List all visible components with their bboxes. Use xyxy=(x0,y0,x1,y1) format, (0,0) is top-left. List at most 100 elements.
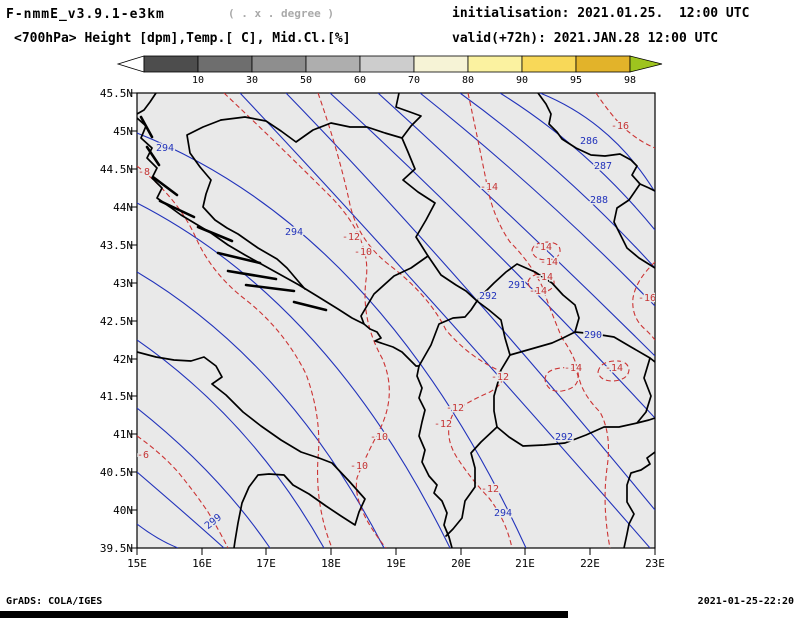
lat-tick-label: 45N xyxy=(113,125,133,138)
height-contour-label: 290 xyxy=(584,330,602,341)
lat-tick-label: 42N xyxy=(113,353,133,366)
lat-axis-ticks xyxy=(130,92,137,549)
colorbar-tick: 50 xyxy=(300,75,312,86)
lat-tick-label: 44N xyxy=(113,201,133,214)
temp-contour-label: -14 xyxy=(529,286,547,297)
lon-tick-label: 21E xyxy=(515,557,535,570)
valid-time-label: valid(+72h): 2021.JAN.28 12:00 UTC xyxy=(452,31,718,46)
init-time-label: initialisation: 2021.01.25. 12:00 UTC xyxy=(452,6,749,21)
temp-contour-label: -10 xyxy=(350,461,368,472)
lon-tick-label: 17E xyxy=(256,557,276,570)
colorbar-underflow-arrow-icon xyxy=(116,55,145,73)
temp-contour-label: -14 xyxy=(564,363,582,374)
height-contour-label: 286 xyxy=(580,136,598,147)
italy-coastline xyxy=(137,351,366,548)
model-title: F-nmmE_v3.9.1-e3km xyxy=(6,7,165,22)
colorbar-cell xyxy=(575,55,631,73)
lat-tick-label: 45.5N xyxy=(100,87,133,100)
temp-contour-label: -12 xyxy=(342,232,360,243)
lon-tick-label: 16E xyxy=(192,557,212,570)
colorbar-tick: 90 xyxy=(516,75,528,86)
height-contour-label: 294 xyxy=(285,227,303,238)
lon-tick-label: 20E xyxy=(451,557,471,570)
height-contour-label: 287 xyxy=(594,161,612,172)
height-contour-label: 291 xyxy=(508,280,526,291)
albania-greece-border xyxy=(445,426,498,537)
temp-contour-label: -12 xyxy=(434,419,452,430)
lon-axis-labels: 15E 16E 17E 18E 19E 20E 21E 22E 23E xyxy=(127,557,665,570)
lon-tick-label: 19E xyxy=(386,557,406,570)
kosovo-border xyxy=(476,263,580,356)
bottom-bar xyxy=(0,611,568,618)
croatia-bosnia-west-border xyxy=(186,119,306,290)
lon-tick-label: 18E xyxy=(321,557,341,570)
bosnia-north-east-border xyxy=(220,116,436,325)
colorbar-cell xyxy=(413,55,469,73)
serbia-bulgaria-border xyxy=(613,183,655,269)
croatia-serbia-border xyxy=(395,93,422,139)
colorbar-cell xyxy=(467,55,523,73)
temp-contour-label: -12 xyxy=(491,372,509,383)
serbia-romania-border xyxy=(537,93,655,192)
lat-tick-label: 40.5N xyxy=(100,466,133,479)
montenegro-serbia-border xyxy=(427,255,478,302)
lat-tick-label: 43N xyxy=(113,277,133,290)
slovenia-croatia-border xyxy=(137,93,157,115)
height-contour-label: 292 xyxy=(479,291,497,302)
colorbar-cell xyxy=(521,55,577,73)
temp-contour-label: -14 xyxy=(605,363,623,374)
temp-contour-label: -16 xyxy=(611,121,629,132)
temp-contour-label: -16 xyxy=(638,293,656,304)
lat-tick-label: 41.5N xyxy=(100,390,133,403)
lat-tick-label: 40N xyxy=(113,504,133,517)
colorbar-tick: 95 xyxy=(570,75,582,86)
albania-north-border xyxy=(418,300,478,367)
colorbar-cell xyxy=(251,55,307,73)
colorbar-tick: 98 xyxy=(624,75,636,86)
temp-contour-label: -14 xyxy=(535,272,553,283)
lon-tick-label: 23E xyxy=(645,557,665,570)
colorbar-tick: 80 xyxy=(462,75,474,86)
lat-tick-label: 41N xyxy=(113,428,133,441)
aegean-coastline xyxy=(623,451,655,548)
temp-contour-label: -12 xyxy=(481,484,499,495)
colorbar-cell xyxy=(305,55,361,73)
temp-contour-label: -14 xyxy=(540,257,558,268)
height-contour-label: 292 xyxy=(555,432,573,443)
colorbar-cell xyxy=(359,55,415,73)
colorbar-tick: 60 xyxy=(354,75,366,86)
height-contour-label: 294 xyxy=(156,143,174,154)
temp-contour-label: -8 xyxy=(138,167,150,178)
lon-axis-ticks xyxy=(136,548,656,555)
temp-contour-label: -14 xyxy=(480,182,498,193)
height-contour-label: 288 xyxy=(590,195,608,206)
east-adriatic-coastline xyxy=(137,117,453,548)
lat-tick-label: 42.5N xyxy=(100,315,133,328)
coastlines-borders xyxy=(137,93,655,548)
lon-tick-label: 15E xyxy=(127,557,147,570)
temp-contour-labels: -8 -16 -14 -12 -10 -14 -14 -14 -14 -16 -… xyxy=(137,120,656,497)
creation-timestamp: 2021-01-25-22:20 xyxy=(698,596,794,607)
colorbar-tick: 70 xyxy=(408,75,420,86)
adriatic-islands xyxy=(139,115,328,312)
colorbar-cell xyxy=(143,55,199,73)
height-contours xyxy=(137,93,655,548)
temp-contour-label: -10 xyxy=(370,432,388,443)
colorbar-tick: 10 xyxy=(192,75,204,86)
colorbar: 10 30 50 60 70 80 90 95 98 xyxy=(116,55,663,86)
map-frame xyxy=(136,92,656,549)
lon-tick-label: 22E xyxy=(580,557,600,570)
lat-tick-label: 39.5N xyxy=(100,542,133,555)
field-title: <700hPa> Height [dpm],Temp.[ C], Mid.Cl.… xyxy=(14,31,351,46)
lat-axis-labels: 45.5N 45N 44.5N 44N 43.5N 43N 42.5N 42N … xyxy=(100,87,133,555)
temp-contour-label: -10 xyxy=(354,247,372,258)
macedonia-border xyxy=(493,331,655,447)
temp-contour-label: -14 xyxy=(534,242,552,253)
lat-tick-label: 44.5N xyxy=(100,163,133,176)
temp-contour-label: -12 xyxy=(446,403,464,414)
lat-tick-label: 43.5N xyxy=(100,239,133,252)
temp-contour-label: -6 xyxy=(137,450,149,461)
model-subtitle: ( . x . degree ) xyxy=(228,7,334,20)
